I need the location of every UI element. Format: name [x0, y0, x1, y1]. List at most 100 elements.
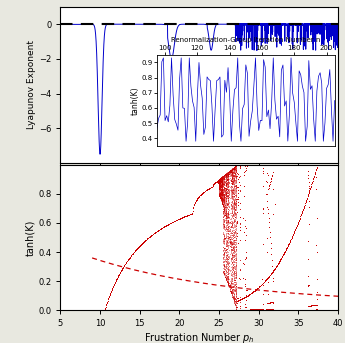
Point — [149, 232, 155, 237]
Point — [333, 162, 339, 167]
Point — [293, 308, 298, 313]
Point — [278, 308, 284, 313]
Point — [278, 307, 284, 313]
Point — [115, 273, 121, 279]
Point — [112, 279, 118, 285]
Point — [105, 299, 110, 305]
Point — [186, 212, 191, 217]
Point — [110, 284, 116, 290]
Point — [156, 227, 161, 233]
Point — [221, 241, 226, 247]
Point — [169, 220, 174, 225]
Point — [283, 247, 288, 253]
Point — [121, 264, 126, 269]
Point — [243, 308, 248, 313]
Point — [199, 191, 204, 197]
Point — [193, 199, 198, 204]
Point — [224, 189, 229, 194]
Point — [147, 234, 153, 239]
Point — [123, 261, 128, 266]
Point — [158, 226, 163, 232]
Point — [234, 199, 239, 204]
Point — [275, 308, 280, 313]
Point — [215, 179, 220, 185]
Point — [181, 214, 187, 219]
Point — [308, 308, 314, 313]
Point — [172, 218, 178, 223]
Point — [315, 308, 321, 313]
Point — [301, 205, 306, 211]
Point — [120, 264, 126, 270]
Point — [255, 308, 260, 313]
Point — [127, 254, 133, 260]
Point — [240, 261, 246, 266]
Point — [301, 307, 307, 312]
Point — [319, 307, 325, 313]
Point — [297, 215, 303, 220]
Point — [167, 221, 172, 226]
Point — [153, 229, 158, 235]
Point — [224, 176, 230, 182]
Point — [297, 307, 303, 312]
Point — [314, 307, 320, 312]
Point — [113, 278, 118, 284]
Point — [151, 231, 157, 236]
Point — [107, 292, 112, 298]
Point — [224, 179, 230, 184]
Point — [159, 225, 165, 230]
Point — [272, 267, 277, 272]
Point — [170, 219, 176, 224]
Point — [202, 188, 208, 194]
Point — [222, 177, 228, 182]
Point — [145, 236, 150, 241]
Point — [121, 262, 127, 268]
Point — [240, 275, 246, 280]
Point — [260, 183, 266, 189]
Point — [144, 236, 150, 241]
Point — [306, 190, 312, 196]
Point — [252, 162, 257, 167]
Point — [295, 307, 301, 312]
Point — [241, 261, 246, 266]
Point — [237, 222, 243, 227]
Point — [196, 194, 201, 200]
Point — [173, 217, 179, 223]
Point — [122, 261, 128, 267]
Point — [116, 272, 121, 277]
Point — [270, 269, 275, 274]
Point — [150, 231, 156, 237]
Point — [153, 229, 158, 235]
Point — [264, 179, 270, 185]
Point — [257, 308, 263, 313]
Point — [139, 240, 145, 246]
Point — [149, 232, 155, 237]
Point — [244, 307, 249, 313]
Point — [321, 307, 326, 313]
Point — [104, 301, 109, 307]
Point — [327, 162, 333, 167]
Point — [236, 162, 241, 167]
Point — [253, 307, 259, 312]
Point — [181, 214, 187, 220]
Point — [126, 256, 131, 261]
Point — [231, 186, 237, 192]
Point — [287, 239, 292, 245]
Point — [171, 218, 176, 224]
Point — [295, 307, 301, 312]
Point — [296, 219, 301, 224]
Point — [270, 308, 275, 313]
Point — [221, 205, 226, 211]
Point — [328, 307, 333, 313]
Point — [314, 308, 320, 313]
Point — [145, 235, 150, 241]
Point — [292, 228, 297, 233]
Point — [301, 205, 306, 211]
Point — [141, 238, 147, 244]
Point — [256, 308, 262, 313]
Point — [251, 288, 257, 294]
Point — [194, 198, 199, 203]
Point — [149, 233, 154, 238]
Point — [215, 179, 221, 185]
Point — [151, 230, 157, 236]
Point — [316, 162, 322, 167]
